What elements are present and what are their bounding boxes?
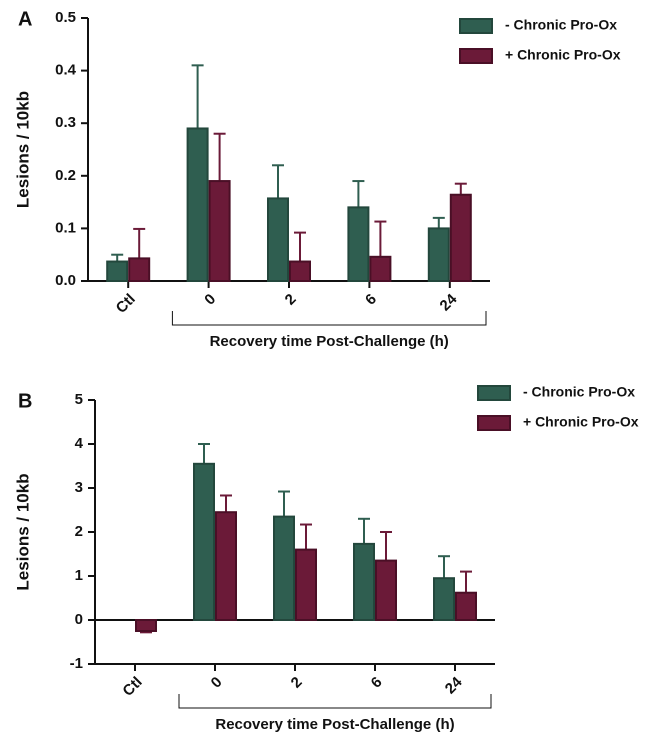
x-tick-label: Ctl bbox=[119, 674, 145, 700]
y-tick-label: 0 bbox=[75, 611, 83, 628]
bar bbox=[449, 193, 472, 282]
x-tick-label: 24 bbox=[437, 290, 461, 314]
bar bbox=[289, 260, 311, 282]
legend-swatch bbox=[459, 48, 493, 64]
bar bbox=[347, 206, 370, 282]
bracket bbox=[171, 311, 487, 326]
y-tick-label: 5 bbox=[75, 391, 83, 408]
x-tick-label: 0 bbox=[201, 291, 219, 309]
y-tick-label: 4 bbox=[75, 435, 84, 452]
bar bbox=[267, 197, 289, 282]
y-tick-label: 3 bbox=[75, 479, 83, 496]
legend-swatch bbox=[477, 415, 511, 431]
y-tick-label: 0.2 bbox=[55, 167, 76, 184]
bar bbox=[455, 591, 477, 621]
bar bbox=[295, 548, 317, 621]
x-tick-label: 6 bbox=[362, 291, 380, 309]
bar bbox=[433, 577, 455, 622]
bar bbox=[427, 227, 450, 282]
y-tick-label: 0.3 bbox=[55, 114, 76, 131]
x-tick-label: 24 bbox=[442, 673, 466, 697]
bar bbox=[369, 255, 392, 282]
bar bbox=[128, 257, 151, 282]
panel-label: A bbox=[18, 8, 32, 30]
legend-swatch bbox=[477, 385, 511, 401]
panel-label: B bbox=[18, 390, 32, 412]
x-axis-label: Recovery time Post-Challenge (h) bbox=[215, 716, 454, 733]
y-axis-label: Lesions / 10kb bbox=[13, 91, 32, 208]
legend-swatch bbox=[459, 18, 493, 34]
legend-label: + Chronic Pro-Ox bbox=[505, 47, 621, 63]
bar bbox=[353, 542, 375, 622]
legend-label: - Chronic Pro-Ox bbox=[505, 17, 617, 33]
x-tick-label: 0 bbox=[208, 674, 226, 692]
bar bbox=[186, 127, 209, 282]
bar bbox=[375, 559, 397, 621]
x-tick-label: 6 bbox=[368, 674, 386, 692]
y-tick-label: 0.4 bbox=[55, 62, 77, 79]
y-tick-label: 0.5 bbox=[55, 9, 76, 26]
bar bbox=[273, 515, 295, 621]
bar bbox=[106, 260, 129, 282]
y-tick-label: 0.1 bbox=[55, 219, 76, 236]
x-tick-label: Ctl bbox=[113, 291, 139, 317]
y-axis-label: Lesions / 10kb bbox=[13, 473, 32, 590]
y-tick-label: 2 bbox=[75, 523, 83, 540]
legend-label: - Chronic Pro-Ox bbox=[523, 384, 635, 400]
x-axis-label: Recovery time Post-Challenge (h) bbox=[210, 333, 449, 350]
bracket bbox=[178, 694, 492, 709]
bar bbox=[135, 619, 157, 632]
x-tick-label: 2 bbox=[282, 291, 300, 309]
bar bbox=[193, 462, 215, 621]
y-tick-label: 0.0 bbox=[55, 272, 76, 289]
legend-label: + Chronic Pro-Ox bbox=[523, 414, 639, 430]
bar bbox=[208, 180, 231, 282]
y-tick-label: 1 bbox=[75, 567, 83, 584]
y-tick-label: -1 bbox=[70, 655, 83, 672]
bar bbox=[215, 511, 237, 622]
x-tick-label: 2 bbox=[288, 674, 306, 692]
